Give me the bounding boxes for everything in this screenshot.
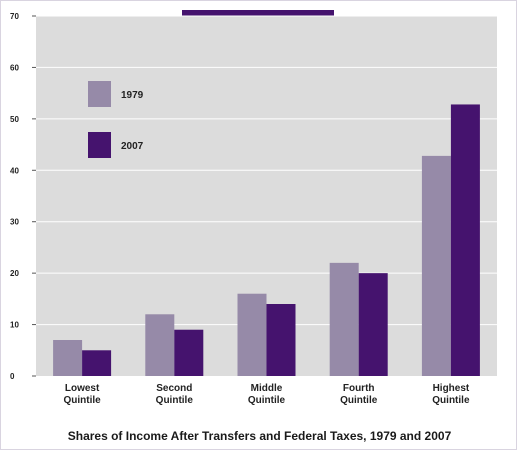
- legend-swatch-1979: [88, 81, 111, 107]
- bar-2007-4: [450, 104, 480, 376]
- chart-title: Shares of Income After Transfers and Fed…: [67, 429, 452, 443]
- x-tick-label: Quintile: [156, 395, 194, 406]
- bar-2007-3: [358, 273, 388, 376]
- bar-1979-4: [421, 155, 451, 376]
- bar-1979-0: [53, 340, 83, 376]
- bar-2007-1: [174, 329, 204, 376]
- bar-2007-0: [82, 350, 112, 376]
- x-tick-label: Quintile: [248, 395, 286, 406]
- y-tick-label: 60: [10, 63, 19, 72]
- legend-label: 1979: [121, 90, 144, 101]
- x-tick-label: Highest: [433, 383, 470, 394]
- bar-1979-2: [237, 293, 267, 376]
- y-tick-label: 40: [10, 166, 19, 175]
- x-tick-label: Second: [156, 383, 192, 394]
- gridlines: [36, 15, 497, 326]
- x-tick-label: Lowest: [65, 383, 100, 394]
- y-tick-label: 30: [10, 218, 19, 227]
- y-tick-label: 20: [10, 269, 19, 278]
- y-tick-label: 10: [10, 321, 19, 330]
- legend-label: 2007: [121, 141, 144, 152]
- bar-2007-2: [266, 304, 296, 376]
- bars: [53, 104, 480, 376]
- x-tick-label: Quintile: [340, 395, 378, 406]
- x-tick-label: Quintile: [432, 395, 470, 406]
- y-tick-label: 0: [10, 372, 15, 381]
- y-axis-ticks: 0 10 20 30 40 50 60 70: [10, 12, 36, 381]
- legend-swatch-2007: [88, 132, 111, 158]
- header-accent-bar: [182, 10, 334, 16]
- legend: 1979 2007: [88, 81, 144, 158]
- y-tick-label: 50: [10, 115, 19, 124]
- x-tick-label: Quintile: [63, 395, 101, 406]
- x-tick-label: Middle: [251, 383, 283, 394]
- x-tick-label: Fourth: [343, 383, 375, 394]
- bar-1979-3: [329, 262, 359, 376]
- y-tick-label: 70: [10, 12, 19, 21]
- bar-1979-1: [145, 314, 175, 376]
- x-axis-labels: LowestQuintileSecondQuintileMiddleQuinti…: [63, 383, 469, 406]
